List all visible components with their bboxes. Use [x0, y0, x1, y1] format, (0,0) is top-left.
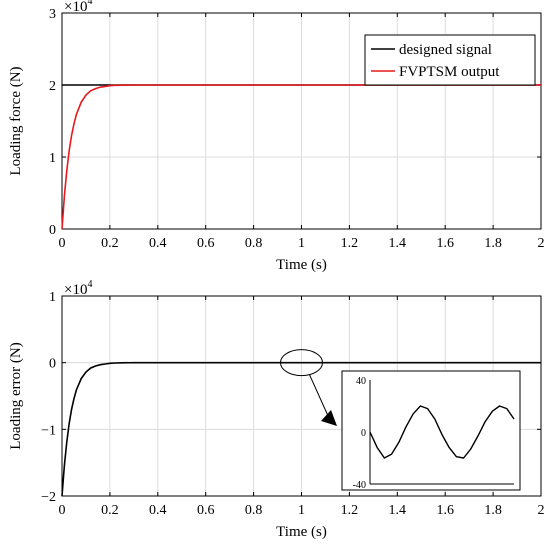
- y-tick-label: −1: [41, 423, 56, 438]
- x-tick-label: 0.8: [245, 503, 263, 518]
- x-tick-label: 0.6: [197, 236, 215, 251]
- y-tick-label: 0: [49, 223, 56, 238]
- inset-y-tick-label: 0: [361, 428, 366, 439]
- x-tick-label: 2: [538, 503, 545, 518]
- x-tick-label: 0: [59, 503, 66, 518]
- inset-y-tick-label: -40: [353, 480, 366, 491]
- x-tick-label: 1: [298, 236, 305, 251]
- y-multiplier-base: ×10: [64, 0, 87, 15]
- y-tick-label: −2: [41, 490, 56, 505]
- y-axis-label: Loading error (N): [8, 342, 24, 449]
- x-tick-label: 0.4: [149, 503, 167, 518]
- x-tick-label: 1.8: [484, 236, 502, 251]
- inset-y-tick-label: 40: [356, 376, 366, 387]
- top-chart: 0 0.2 0.4 0.6 0.8 1 1.2 1.4 1.6 1.8 2 0 1 2 3 Time (s) L…: [8, 0, 545, 273]
- series-line-fvptsm-output: [61, 84, 541, 230]
- legend-box: [364, 34, 536, 86]
- x-tick-label: 1.6: [436, 503, 454, 518]
- inset-series-line: [369, 405, 515, 459]
- y-multiplier: ×104: [64, 279, 92, 298]
- bottom-chart: 0 0.2 0.4 0.6 0.8 1 1.2 1.4 1.6 1.8 2 −2 −1 0 1 Time (s…: [8, 279, 545, 540]
- x-axis-label: Time (s): [276, 257, 327, 273]
- x-tick-label: 0.8: [245, 236, 263, 251]
- x-tick-label: 1.4: [389, 236, 407, 251]
- legend-entry: FVPTSM output: [399, 64, 500, 80]
- inset-chart: 40 0 -40: [341, 370, 521, 491]
- x-tick-label: 1.6: [436, 236, 454, 251]
- series-line-error: [61, 361, 541, 497]
- y-tick-label: 3: [49, 7, 56, 22]
- y-multiplier-base: ×10: [64, 282, 87, 298]
- y-tick-label: 1: [49, 151, 56, 166]
- x-axis-label: Time (s): [276, 524, 327, 540]
- zoom-ellipse: [280, 349, 323, 377]
- legend: designed signal FVPTSM output: [364, 34, 536, 86]
- y-multiplier-exponent: 4: [87, 279, 92, 290]
- y-axis-label: Loading force (N): [8, 66, 24, 175]
- inset-frame: [341, 370, 521, 491]
- legend-entry: designed signal: [399, 42, 492, 58]
- zoom-arrow-head: [321, 410, 337, 426]
- x-tick-label: 1.8: [484, 503, 502, 518]
- x-tick-label: 0.2: [101, 503, 119, 518]
- y-tick-label: 1: [49, 290, 56, 305]
- x-tick-label: 2: [538, 236, 545, 251]
- y-multiplier: ×104: [64, 0, 92, 15]
- zoom-arrow-line: [309, 374, 330, 419]
- x-tick-label: 1.2: [341, 236, 359, 251]
- x-tick-label: 1.4: [389, 503, 407, 518]
- y-tick-label: 0: [49, 357, 56, 372]
- x-tick-label: 1.2: [341, 503, 359, 518]
- x-tick-label: 0.6: [197, 503, 215, 518]
- x-tick-label: 0.4: [149, 236, 167, 251]
- x-tick-label: 0: [59, 236, 66, 251]
- x-tick-label: 1: [298, 503, 305, 518]
- x-tick-label: 0.2: [101, 236, 119, 251]
- y-tick-label: 2: [49, 79, 56, 94]
- y-multiplier-exponent: 4: [87, 0, 92, 7]
